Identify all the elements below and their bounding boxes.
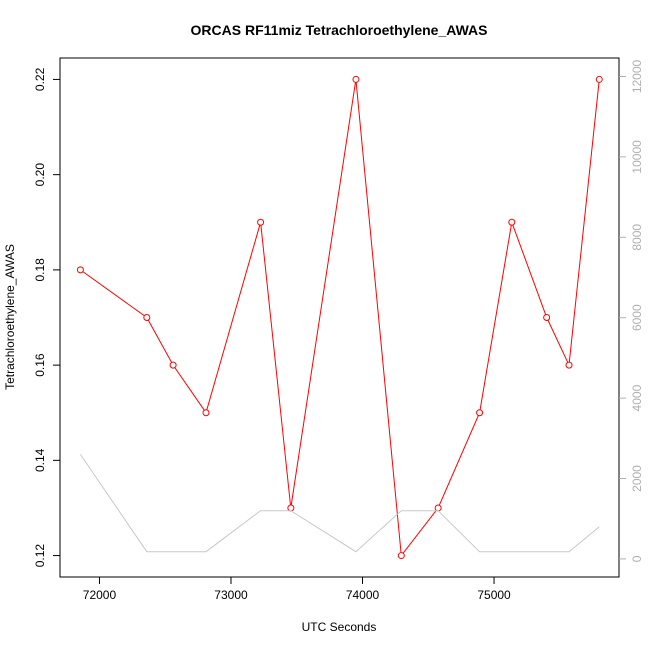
y-axis: 0.12 0.14 0.16 0.18 0.20 0.22 bbox=[33, 67, 60, 567]
x-tick-label: 74000 bbox=[346, 588, 380, 602]
y2-tick-label: 6000 bbox=[630, 304, 644, 331]
primary-series-line bbox=[80, 79, 600, 557]
x-axis-label: UTC Seconds bbox=[302, 620, 377, 634]
data-point bbox=[257, 218, 265, 226]
y-tick-label: 0.22 bbox=[33, 67, 47, 91]
x-tick-label: 75000 bbox=[477, 588, 511, 602]
x-tick-label: 72000 bbox=[83, 588, 117, 602]
y2-tick-label: 4000 bbox=[630, 384, 644, 411]
y-tick-label: 0.16 bbox=[33, 353, 47, 377]
data-point bbox=[352, 75, 360, 83]
series-layer bbox=[76, 75, 603, 560]
secondary-series-line bbox=[79, 454, 600, 553]
data-point bbox=[202, 409, 210, 417]
y2-tick-label: 8000 bbox=[630, 224, 644, 251]
y2-tick-label: 2000 bbox=[630, 465, 644, 492]
y2-tick-label: 0 bbox=[630, 555, 644, 562]
data-point bbox=[476, 409, 484, 417]
y-tick-label: 0.12 bbox=[33, 544, 47, 568]
y-tick-label: 0.18 bbox=[33, 258, 47, 282]
y-tick-label: 0.14 bbox=[33, 448, 47, 472]
data-point bbox=[287, 504, 295, 512]
data-point bbox=[508, 218, 516, 226]
data-point bbox=[143, 314, 151, 321]
data-point bbox=[543, 314, 551, 321]
y-axis-label: Tetrachloroethylene_AWAS bbox=[3, 244, 17, 390]
data-point bbox=[565, 361, 573, 369]
data-point bbox=[595, 75, 603, 83]
data-point bbox=[169, 361, 177, 369]
chart-title: ORCAS RF11miz Tetrachloroethylene_AWAS bbox=[191, 22, 488, 38]
x-tick-label: 73000 bbox=[214, 588, 248, 602]
data-point bbox=[397, 552, 405, 560]
data-point bbox=[76, 266, 84, 274]
data-point bbox=[434, 504, 442, 512]
y-tick-label: 0.20 bbox=[33, 163, 47, 187]
y2-tick-label: 12000 bbox=[630, 59, 644, 93]
y2-tick-label: 10000 bbox=[630, 140, 644, 174]
x-axis: 72000 73000 74000 75000 bbox=[83, 577, 511, 602]
y2-axis: 0 2000 4000 6000 8000 10000 12000 bbox=[619, 59, 644, 562]
